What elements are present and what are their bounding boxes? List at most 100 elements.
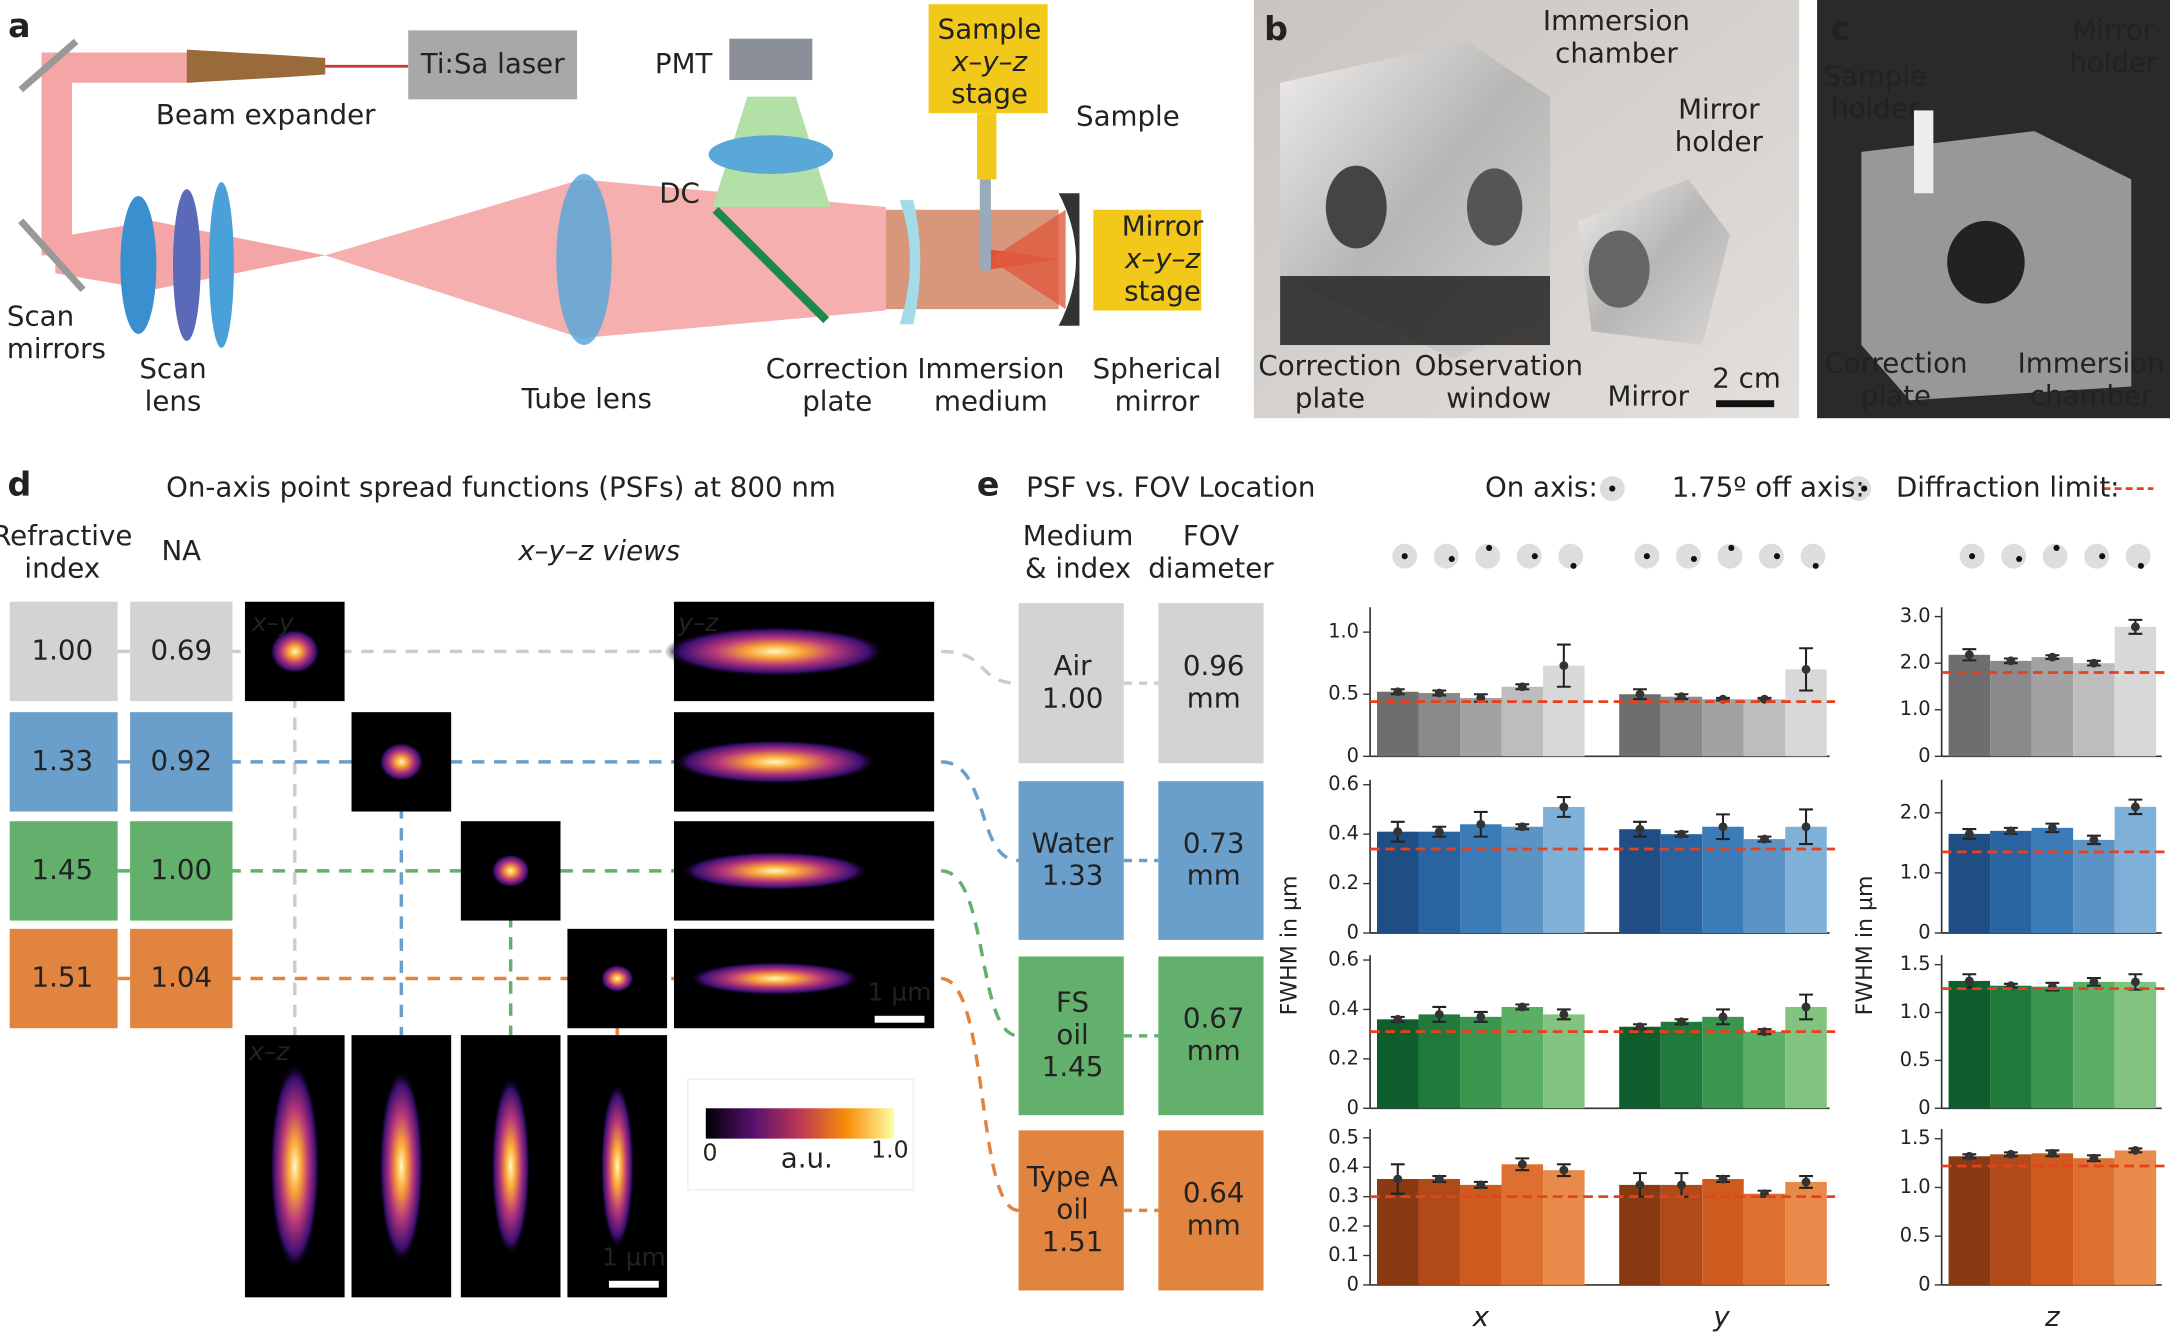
bar xyxy=(1785,1006,1827,1109)
label: 1.00 xyxy=(1042,681,1104,714)
y-tick-label: 0 xyxy=(1918,1096,1930,1119)
bar xyxy=(2114,1150,2157,1285)
data-point xyxy=(2089,977,2099,987)
position-icon xyxy=(1800,543,1826,569)
psf-xy-spot xyxy=(269,629,320,674)
label: 1.51 xyxy=(1042,1225,1104,1258)
y-tick-label: 3.0 xyxy=(1900,604,1931,627)
label: 0.92 xyxy=(150,744,212,777)
bar xyxy=(1990,830,2032,933)
position-dot xyxy=(1728,544,1735,551)
psf-xy-spot xyxy=(491,854,531,888)
psf-xy-spot xyxy=(600,964,634,993)
panel-label: b xyxy=(1264,9,1288,48)
y-tick-label: 0 xyxy=(1347,1272,1359,1295)
legend-dot xyxy=(1861,485,1868,492)
label: Correction xyxy=(1258,349,1401,382)
data-point xyxy=(2047,1148,2057,1158)
label: lens xyxy=(145,384,202,417)
bar xyxy=(1948,654,1991,757)
label: Mirror xyxy=(1608,380,1690,413)
data-point xyxy=(1517,682,1527,692)
panel-label: d xyxy=(7,464,31,503)
label: 1.51 xyxy=(31,961,93,994)
bar xyxy=(1543,806,1585,933)
index-box xyxy=(9,601,118,702)
data-point xyxy=(1635,1180,1645,1190)
label: stage xyxy=(951,77,1028,110)
bar xyxy=(1543,1170,1585,1285)
position-dot xyxy=(1690,555,1697,563)
label: mirrors xyxy=(7,332,106,365)
label: Scan xyxy=(7,299,74,332)
y-tick-label: 0.4 xyxy=(1328,1155,1359,1178)
data-point xyxy=(1677,829,1686,839)
data-point xyxy=(1476,819,1486,829)
label: window xyxy=(1446,382,1551,415)
bar xyxy=(1377,691,1419,757)
data-point xyxy=(2047,652,2057,662)
bar xyxy=(1619,1026,1661,1109)
y-tick-label: 0 xyxy=(1918,744,1930,767)
data-point xyxy=(1559,802,1569,812)
label: mm xyxy=(1187,681,1241,714)
bar xyxy=(1543,1014,1585,1109)
label: & index xyxy=(1025,551,1131,584)
label: mirror xyxy=(1115,384,1200,417)
y-tick-label: 0.2 xyxy=(1328,1046,1359,1069)
label: Immersion xyxy=(917,352,1064,385)
bar xyxy=(1377,1019,1419,1109)
label: 1.0 xyxy=(871,1136,908,1164)
label: x–y xyxy=(251,608,294,637)
position-dot xyxy=(1486,544,1493,551)
position-icon xyxy=(1758,543,1784,569)
data-point xyxy=(1760,834,1769,844)
data-point xyxy=(2089,1153,2099,1163)
label: Mirror xyxy=(1122,210,1204,243)
bar xyxy=(2073,839,2115,933)
data-point xyxy=(1801,1177,1811,1187)
bar xyxy=(1460,1184,1502,1285)
label: Beam expander xyxy=(156,98,376,131)
data-point xyxy=(1635,689,1645,699)
bar xyxy=(1743,1031,1786,1109)
data-point xyxy=(1434,1009,1444,1019)
position-icon xyxy=(2125,543,2151,569)
bar xyxy=(2031,986,2074,1109)
position-icon xyxy=(1516,543,1542,569)
fov-box xyxy=(1158,1130,1264,1291)
y-tick-label: 0.4 xyxy=(1328,822,1359,845)
label: plate xyxy=(802,384,872,417)
label: index xyxy=(24,551,100,584)
bar xyxy=(1702,826,1744,933)
y-tick-label: 0.5 xyxy=(1900,1048,1931,1071)
label: 0 xyxy=(702,1138,717,1166)
label: medium xyxy=(934,384,1048,417)
label: 2 cm xyxy=(1712,362,1781,395)
psf-xz-spot xyxy=(269,1062,320,1270)
data-point xyxy=(1677,692,1686,702)
position-dot xyxy=(1643,553,1650,560)
label: x–y–z xyxy=(951,45,1027,78)
bar xyxy=(1501,1006,1544,1109)
label: 1.00 xyxy=(150,853,212,886)
psf-xy-spot xyxy=(379,742,424,782)
label: FOV xyxy=(1183,519,1239,552)
y-tick-label: 0 xyxy=(1347,1096,1359,1119)
connector xyxy=(940,976,1019,1213)
label: plate xyxy=(1861,379,1931,412)
data-point xyxy=(1635,824,1645,834)
position-icon xyxy=(2042,543,2068,569)
position-dot xyxy=(1401,553,1408,560)
label: diameter xyxy=(1148,551,1274,584)
legend-icon xyxy=(1846,476,1872,501)
data-point xyxy=(1677,1017,1686,1027)
bar xyxy=(1460,697,1502,757)
medium-box xyxy=(1018,781,1124,940)
bar xyxy=(1743,699,1786,757)
label: Immersion xyxy=(1543,4,1690,37)
position-dot xyxy=(1812,562,1819,569)
connector xyxy=(941,649,1019,685)
index-box xyxy=(9,928,118,1029)
